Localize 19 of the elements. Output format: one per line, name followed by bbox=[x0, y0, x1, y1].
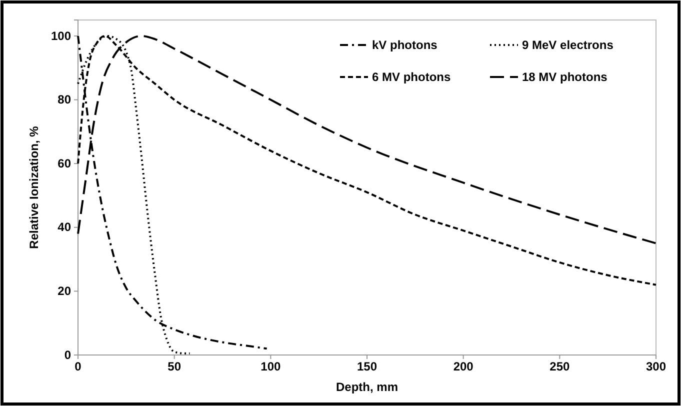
y-tick-label: 100 bbox=[50, 28, 72, 43]
y-tick-label: 40 bbox=[58, 220, 72, 234]
legend-label: kV photons bbox=[372, 38, 438, 52]
legend-label: 18 MV photons bbox=[522, 70, 608, 84]
legend-label: 9 MeV electrons bbox=[522, 38, 614, 52]
x-tick-label: 150 bbox=[356, 360, 378, 374]
y-tick-label: 0 bbox=[64, 348, 72, 362]
y-axis-title: Relative Ionization, % bbox=[27, 126, 41, 249]
x-tick-label: 100 bbox=[260, 360, 281, 374]
y-tick-label: 20 bbox=[58, 284, 72, 298]
x-axis-title: Depth, mm bbox=[336, 380, 398, 394]
x-tick-label: 300 bbox=[646, 360, 666, 374]
y-tick-label: 60 bbox=[58, 156, 72, 170]
y-tick-label: 80 bbox=[58, 92, 72, 107]
x-tick-label: 250 bbox=[550, 360, 570, 374]
x-tick-label: 50 bbox=[168, 360, 182, 374]
legend-label: 6 MV photons bbox=[372, 70, 451, 84]
x-tick-label: 200 bbox=[453, 360, 474, 374]
x-tick-label: 0 bbox=[74, 360, 82, 374]
